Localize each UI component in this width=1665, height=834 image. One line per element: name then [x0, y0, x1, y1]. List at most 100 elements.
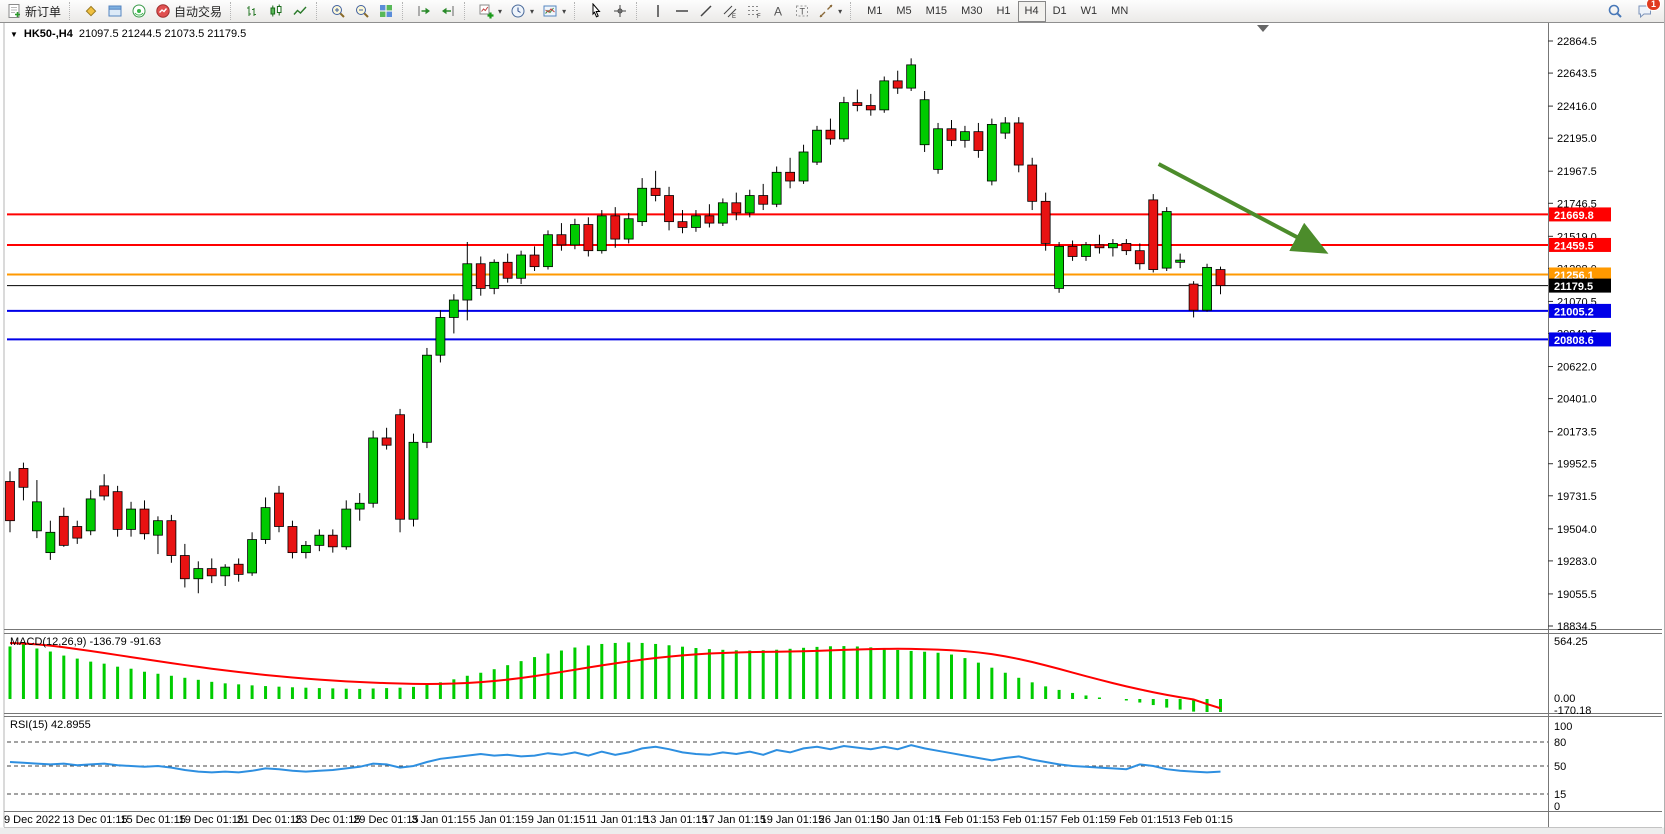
candle-body: [516, 254, 526, 279]
candle-body: [637, 187, 648, 223]
templates-button[interactable]: ▾: [538, 1, 570, 22]
candle-body: [85, 498, 96, 532]
chart-shift-icon: [440, 3, 456, 19]
time-axis-label: 13 Dec 01:15: [62, 814, 127, 826]
candle-body: [489, 261, 500, 289]
auto-scroll-button[interactable]: [412, 1, 436, 22]
data-window-button[interactable]: [127, 1, 151, 22]
autotrading-button[interactable]: 自动交易: [151, 1, 226, 22]
chart-shift-marker[interactable]: [1257, 25, 1269, 32]
price-tick-label: 22416.0: [1557, 101, 1597, 113]
toolbar-separator: [316, 2, 323, 20]
macd-axis-label: 564.25: [1554, 636, 1588, 648]
new-order-button[interactable]: 新订单: [2, 1, 65, 22]
crosshair-button[interactable]: [608, 1, 632, 22]
price-tag: [1549, 207, 1611, 222]
price-tag: [1549, 332, 1611, 347]
timeframe-M15[interactable]: M15: [919, 1, 954, 22]
add-indicator-icon: [478, 3, 494, 19]
tile-windows-button[interactable]: [374, 1, 398, 22]
price-tag-label: 20808.6: [1554, 335, 1594, 347]
chart-canvas[interactable]: 22864.5 22643.5 22416.0 22195.0 21967.5 21746…: [0, 23, 1665, 834]
candle-body: [556, 234, 567, 246]
timeframe-M1[interactable]: M1: [860, 1, 889, 22]
zoom-in-button[interactable]: [326, 1, 350, 22]
cursor-button[interactable]: [584, 1, 608, 22]
candle-body: [812, 129, 822, 163]
time-axis-label: 13 Feb 01:15: [1168, 814, 1233, 826]
timeframe-M30[interactable]: M30: [954, 1, 989, 22]
price-tag-label: 21179.5: [1554, 281, 1593, 293]
timeframe-H1[interactable]: H1: [989, 1, 1017, 22]
trendline-button[interactable]: [694, 1, 718, 22]
svg-text:E: E: [732, 14, 736, 19]
candle-body: [193, 568, 204, 580]
zoom-out-button[interactable]: [350, 1, 374, 22]
rsi-axis-label: 15: [1554, 789, 1566, 801]
chevron-down-icon: ▾: [498, 6, 503, 16]
candle-body: [664, 195, 674, 223]
candle-body: [852, 102, 863, 106]
notification-badge: 1: [1645, 0, 1661, 11]
rsi-line: [9, 744, 1221, 774]
price-tag: [1549, 267, 1611, 282]
candle-body: [798, 151, 809, 182]
indicators-button[interactable]: ▾: [474, 1, 506, 22]
toolbar-separator: [69, 2, 76, 20]
search-icon: [1607, 3, 1623, 19]
auto-scroll-icon: [416, 3, 432, 19]
candlestick-chart-button[interactable]: [264, 1, 288, 22]
price-tick-label: 20622.0: [1557, 362, 1597, 374]
time-axis-label: 21 Dec 01:15: [237, 814, 302, 826]
rsi-panel: 100 80 50 150: [7, 721, 1572, 813]
chart-shift-button[interactable]: [436, 1, 460, 22]
chart-title: ▼ HK50-,H4 21097.5 21244.5 21073.5 21179…: [10, 28, 246, 40]
line-chart-button[interactable]: [288, 1, 312, 22]
candle-body: [892, 80, 903, 89]
svg-text:T: T: [800, 7, 806, 17]
search-button[interactable]: [1603, 1, 1627, 22]
candle-body: [1081, 244, 1091, 257]
price-tick-label: 20401.0: [1557, 394, 1597, 406]
candle-body: [973, 131, 984, 151]
periods-button[interactable]: ▾: [506, 1, 538, 22]
crosshair-icon: [612, 3, 628, 19]
price-tick-label: 22864.5: [1557, 36, 1597, 48]
candle-body: [1067, 245, 1078, 257]
fibonacci-button[interactable]: F: [742, 1, 766, 22]
horizontal-line-button[interactable]: [670, 1, 694, 22]
text-label-button[interactable]: T: [790, 1, 814, 22]
text-button[interactable]: A: [766, 1, 790, 22]
candle-body: [744, 195, 755, 214]
notifications-button[interactable]: 1: [1633, 0, 1661, 22]
timeframe-M5[interactable]: M5: [889, 1, 918, 22]
chart-window-icon: [83, 3, 99, 19]
timeframe-D1[interactable]: D1: [1046, 1, 1074, 22]
candle-body: [677, 221, 688, 228]
rsi-axis-label: 80: [1554, 737, 1566, 749]
candle-body: [1215, 269, 1226, 286]
collapse-icon[interactable]: ▼: [10, 29, 18, 39]
candle-body: [300, 544, 311, 554]
vertical-line-button[interactable]: [646, 1, 670, 22]
candle-body: [475, 263, 486, 289]
bar-chart-button[interactable]: [240, 1, 264, 22]
arrows-button[interactable]: ▾: [814, 1, 846, 22]
chart-background[interactable]: [0, 23, 1665, 834]
time-axis-label: 1 Feb 01:15: [935, 814, 994, 826]
text-icon: A: [770, 3, 786, 19]
timeframe-MN[interactable]: MN: [1104, 1, 1135, 22]
market-watch-button[interactable]: [103, 1, 127, 22]
charts-window-button[interactable]: [79, 1, 103, 22]
timeframe-W1[interactable]: W1: [1074, 1, 1105, 22]
trend-arrow-annotation[interactable]: [1157, 162, 1329, 254]
ohlc-values: 21097.5 21244.5 21073.5 21179.5: [78, 28, 247, 40]
candle-body: [758, 195, 769, 205]
timeframe-group: M1 M5 M15 M30 H1 H4 D1 W1 MN: [860, 0, 1135, 22]
chart-window[interactable]: 22864.5 22643.5 22416.0 22195.0 21967.5 21746…: [0, 23, 1665, 834]
arrows-icon: [818, 3, 834, 19]
channel-button[interactable]: E: [718, 1, 742, 22]
candle-body: [1027, 164, 1038, 202]
toolbar-separator: [850, 2, 857, 20]
timeframe-H4[interactable]: H4: [1017, 0, 1046, 22]
